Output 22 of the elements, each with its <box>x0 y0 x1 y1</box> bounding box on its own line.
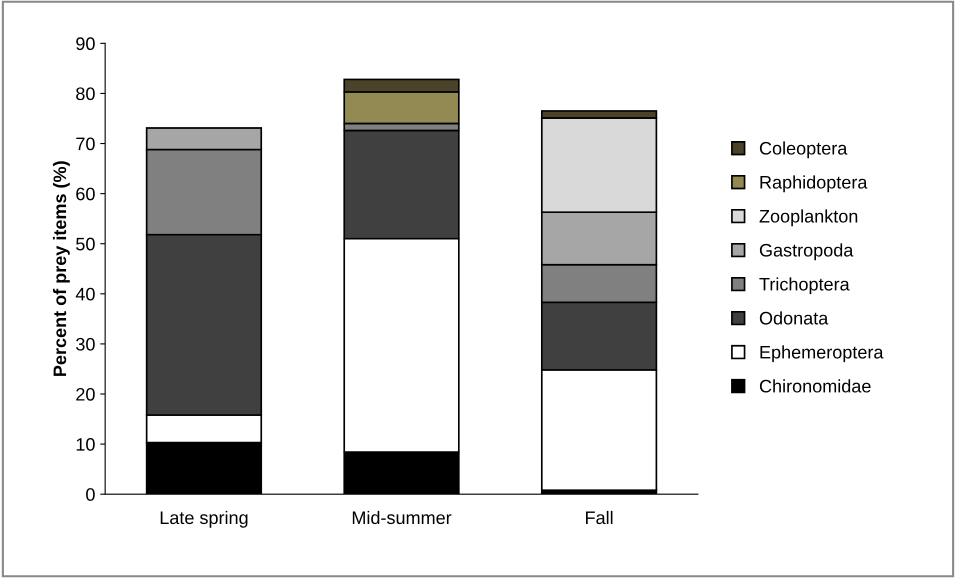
y-tick-label: 0 <box>86 488 95 501</box>
y-tick-label: 30 <box>76 338 95 351</box>
legend-label: Ephemeroptera <box>760 345 884 362</box>
y-tick-label: 10 <box>76 438 95 451</box>
y-tick-label: 80 <box>76 87 95 100</box>
x-tick-label: Fall <box>586 510 612 524</box>
legend-label: Zooplankton <box>760 209 858 226</box>
y-tick-label: 70 <box>76 137 95 150</box>
y-tick-label: 50 <box>76 238 95 250</box>
legend-label: Gastropoda <box>760 243 854 260</box>
x-tick-label: Mid-summer <box>352 510 452 524</box>
y-axis-title: Percent of prey items (%) <box>52 161 70 376</box>
x-tick-label: Late spring <box>160 510 248 528</box>
legend-label: Raphidoptera <box>760 175 868 192</box>
y-tick-label: 60 <box>76 188 95 200</box>
legend-label: Odonata <box>760 311 828 325</box>
y-tick-label: 90 <box>76 37 95 50</box>
y-tick-label: 40 <box>76 288 95 301</box>
y-tick-label: 20 <box>76 388 95 401</box>
legend-label: Coleoptera <box>760 141 848 158</box>
legend-label: Trichoptera <box>759 277 850 294</box>
legend-label: Chironomidae <box>760 379 871 393</box>
